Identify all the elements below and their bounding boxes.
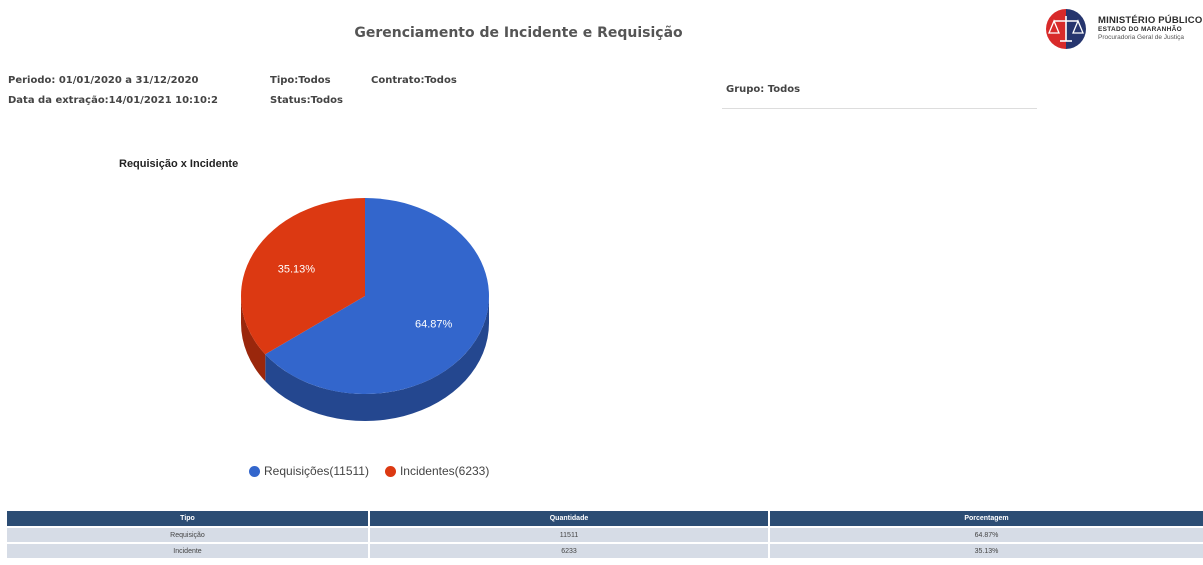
column-header-tipo: Tipo xyxy=(7,511,370,527)
logo-title: MINISTÉRIO PÚBLICO xyxy=(1098,15,1203,26)
filter-tipo: Tipo:Todos xyxy=(270,75,331,86)
legend-item-requisicoes[interactable]: Requisições(11511) xyxy=(249,464,369,478)
filter-extracao: Data da extração:14/01/2021 10:10:2 xyxy=(8,95,218,106)
filter-status: Status:Todos xyxy=(270,95,343,106)
cell-tipo: Incidente xyxy=(7,542,370,558)
pie-slice-1 xyxy=(241,198,365,355)
scales-logo-icon xyxy=(1046,9,1086,49)
legend-label-incidentes: Incidentes(6233) xyxy=(399,464,490,478)
chart-legend: Requisições(11511) Incidentes(6233) xyxy=(249,464,489,478)
table-row: Requisição 11511 64.87% xyxy=(7,526,1203,543)
column-header-quantidade: Quantidade xyxy=(369,511,770,527)
filter-contrato: Contrato:Todos xyxy=(371,75,457,86)
page-title: Gerenciamento de Incidente e Requisição xyxy=(354,25,683,41)
logo-caption: Procuradoria Geral de Justiça xyxy=(1098,34,1184,41)
legend-item-incidentes[interactable]: Incidentes(6233) xyxy=(384,464,490,478)
summary-table: Tipo Quantidade Porcentagem Requisição 1… xyxy=(7,511,1203,558)
filter-grupo: Grupo: Todos xyxy=(726,84,801,95)
table-header-row: Tipo Quantidade Porcentagem xyxy=(7,511,1203,527)
cell-tipo: Requisição xyxy=(7,526,370,543)
cell-porcentagem: 35.13% xyxy=(769,542,1203,558)
pie-slice-0 xyxy=(265,198,490,394)
pie-chart: 64.87% 35.13% xyxy=(241,198,490,421)
legend-marker-requisicoes xyxy=(249,465,260,477)
legend-marker-incidentes xyxy=(384,465,396,477)
divider xyxy=(722,108,1037,109)
pie-label-0: 64.87% xyxy=(415,318,453,330)
pie-label-1: 35.13% xyxy=(278,264,316,276)
table-row: Incidente 6233 35.13% xyxy=(7,542,1203,558)
chart-title: Requisição x Incidente xyxy=(119,158,239,170)
logo-subtitle: ESTADO DO MARANHÃO xyxy=(1098,26,1182,33)
filter-periodo: Periodo: 01/01/2020 a 31/12/2020 xyxy=(8,75,199,86)
pie-side-0 xyxy=(265,296,489,421)
cell-quantidade: 11511 xyxy=(369,526,770,543)
cell-porcentagem: 64.87% xyxy=(769,526,1203,543)
pie-side-1 xyxy=(241,296,266,382)
logo: MINISTÉRIO PÚBLICO ESTADO DO MARANHÃO Pr… xyxy=(1040,7,1202,51)
column-header-porcentagem: Porcentagem xyxy=(769,511,1203,527)
cell-quantidade: 6233 xyxy=(369,542,770,558)
legend-label-requisicoes: Requisições(11511) xyxy=(264,464,369,478)
